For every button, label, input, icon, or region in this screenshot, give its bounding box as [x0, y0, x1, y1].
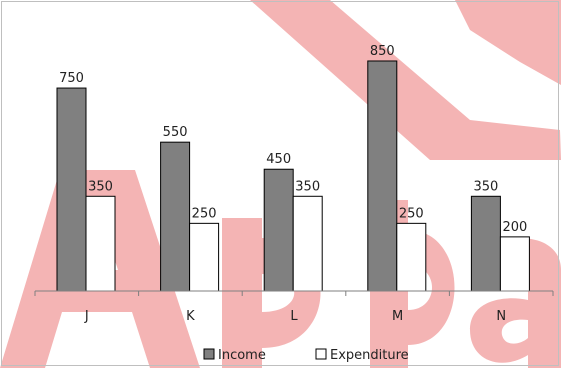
data-label-expenditure-k: 250	[192, 206, 217, 221]
watermark-stroke-left	[250, 0, 561, 160]
bar-expenditure-k	[189, 222, 220, 292]
bar-income-j	[56, 87, 87, 292]
legend-label-expenditure: Expenditure	[330, 348, 409, 363]
watermark-stroke-top	[455, 0, 561, 85]
data-label-income-k: 550	[163, 125, 188, 140]
bar-expenditure-j	[85, 195, 116, 292]
data-label-income-m: 850	[370, 44, 395, 59]
data-label-expenditure-l: 350	[295, 179, 320, 194]
data-label-expenditure-m: 250	[399, 206, 424, 221]
legend-swatch-income	[203, 348, 215, 360]
x-tick-label-l: L	[290, 309, 298, 324]
x-tick-label-k: K	[186, 309, 195, 324]
bar-expenditure-n	[499, 236, 530, 292]
bar-income-m	[367, 60, 398, 292]
x-tick-label-m: M	[392, 309, 403, 324]
bar-income-n	[470, 195, 501, 292]
bar-income-k	[160, 141, 191, 292]
x-tick-label-n: N	[496, 309, 506, 324]
data-label-expenditure-n: 200	[502, 220, 527, 235]
legend-label-income: Income	[218, 348, 266, 363]
legend: Income Expenditure	[203, 348, 409, 363]
plot-area: 750 350 J 550 250 K 450 350 L 850 250 M 350 200 N	[34, 44, 554, 324]
x-tick-label-j: J	[84, 309, 89, 324]
data-label-expenditure-j: 350	[88, 179, 113, 194]
legend-swatch-expenditure	[315, 348, 327, 360]
data-label-income-j: 750	[59, 71, 84, 86]
bar-expenditure-l	[292, 195, 323, 292]
data-label-income-l: 450	[266, 152, 291, 167]
data-label-income-n: 350	[473, 179, 498, 194]
bar-expenditure-m	[396, 222, 427, 292]
bar-income-l	[263, 168, 294, 292]
watermark-letter-a1	[0, 170, 200, 368]
